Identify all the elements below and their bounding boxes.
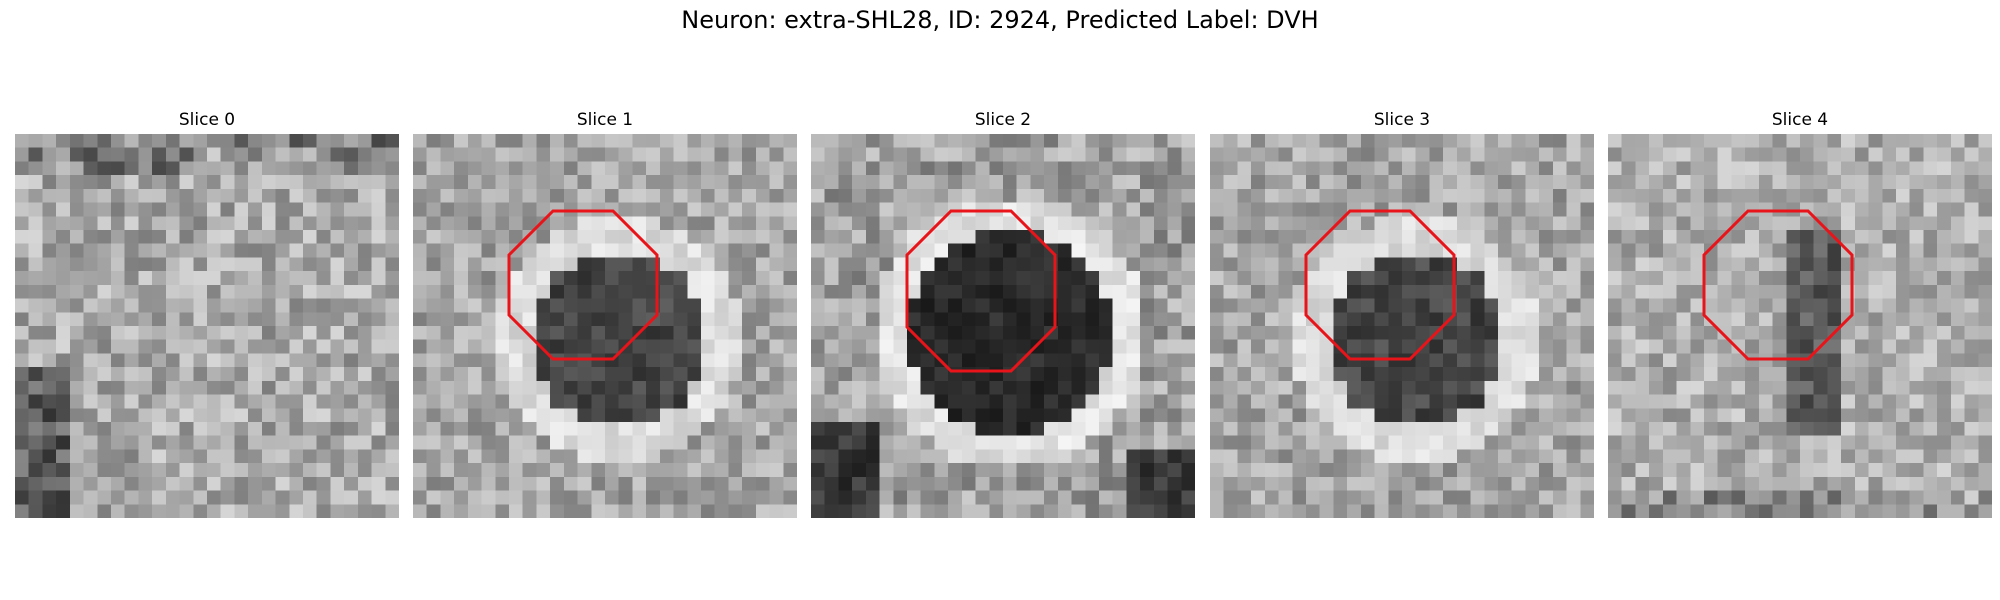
slice-image xyxy=(1210,134,1594,518)
slice-title: Slice 2 xyxy=(974,110,1032,130)
roi-outline xyxy=(1702,209,1854,361)
slice-title: Slice 1 xyxy=(576,110,634,130)
roi-octagon xyxy=(905,209,1057,373)
slice-image xyxy=(413,134,797,518)
slice-image xyxy=(811,134,1195,518)
roi-outline xyxy=(905,209,1057,373)
slice-image xyxy=(1608,134,1992,518)
slice-panel-1: Slice 1 xyxy=(413,107,797,518)
slice-panel-4: Slice 4 xyxy=(1608,107,1992,518)
slice-title: Slice 3 xyxy=(1373,110,1431,130)
slice-panel-0: Slice 0 xyxy=(15,107,399,518)
slice-image xyxy=(15,134,399,518)
roi-octagon xyxy=(1702,209,1854,361)
slice-panel-3: Slice 3 xyxy=(1210,107,1594,518)
roi-outline xyxy=(1304,209,1456,361)
roi-octagon xyxy=(1304,209,1456,361)
roi-octagon xyxy=(507,209,659,361)
roi-outline xyxy=(507,209,659,361)
figure-suptitle: Neuron: extra-SHL28, ID: 2924, Predicted… xyxy=(681,6,1319,34)
slice-title: Slice 4 xyxy=(1771,110,1829,130)
slice-title: Slice 0 xyxy=(178,110,236,130)
slice-panel-2: Slice 2 xyxy=(811,107,1195,518)
